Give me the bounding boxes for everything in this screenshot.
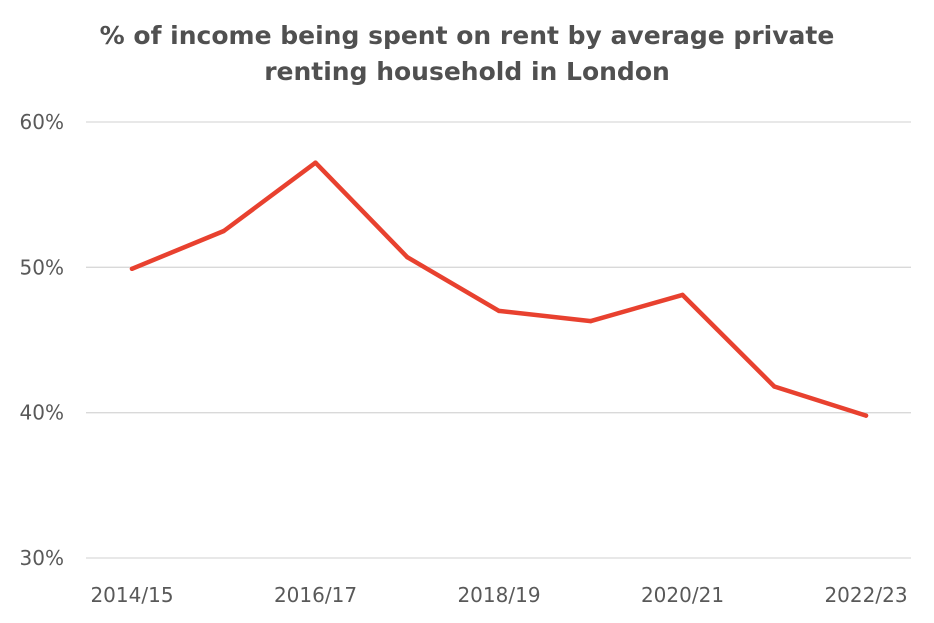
data-point [405,254,410,260]
y-tick-label: 60% [20,110,64,134]
data-point [496,308,502,314]
chart-title: % of income being spent on rent by avera… [99,21,835,86]
data-point [863,413,869,418]
series-line [129,160,869,418]
data-point [588,318,593,324]
data-point [680,292,685,298]
data-point [221,228,226,234]
y-tick-label: 30% [20,546,64,570]
x-tick-label: 2020/21 [641,583,724,607]
x-tick-label: 2016/17 [274,583,357,607]
y-tick-label: 50% [20,255,64,279]
x-tick-label: 2014/15 [90,583,173,607]
data-point [313,160,318,165]
x-tick-label: 2018/19 [457,583,540,607]
data-point [772,384,777,389]
data-point [129,266,135,271]
y-tick-label: 40% [20,401,64,425]
x-tick-label: 2022/23 [824,583,907,607]
